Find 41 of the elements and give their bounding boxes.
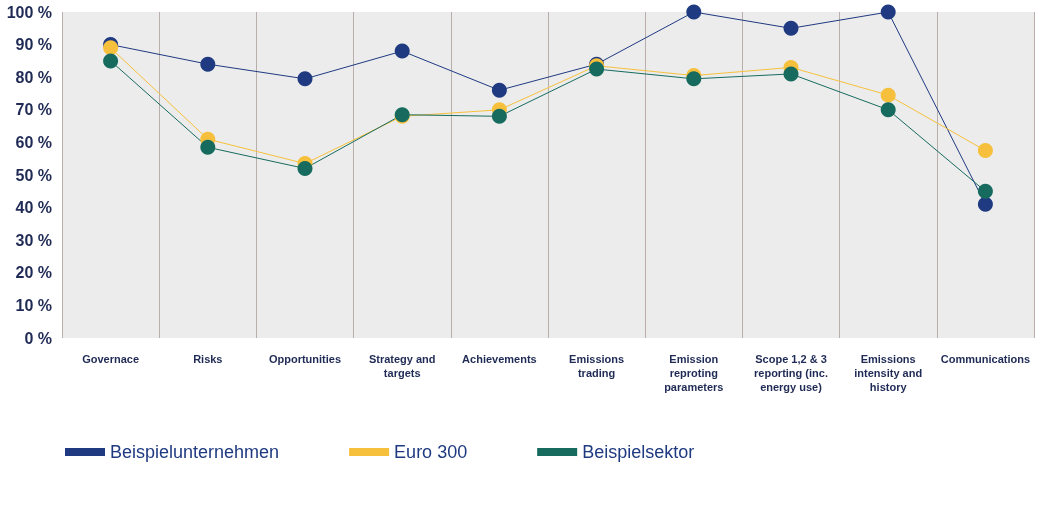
point — [977, 183, 993, 199]
x-tick-label: Scope 1,2 & 3 reporting (inc. energy use) — [754, 353, 828, 393]
point — [977, 196, 993, 212]
y-tick-label: 0 % — [24, 329, 52, 347]
x-tick-label: Emission reproting parameters — [664, 353, 724, 393]
y-tick-label: 20 % — [15, 264, 52, 282]
point — [880, 4, 896, 20]
legend-label: Euro 300 — [394, 442, 468, 462]
y-tick-label: 80 % — [15, 68, 52, 86]
point — [200, 56, 216, 72]
x-tick-label: Risks — [193, 353, 223, 365]
y-tick-label: 90 % — [15, 36, 52, 54]
point — [394, 43, 410, 59]
y-tick-label: 30 % — [15, 231, 52, 249]
point — [783, 66, 799, 82]
legend-label: Beispielsektor — [582, 442, 695, 462]
point — [491, 82, 507, 98]
point — [491, 108, 507, 124]
point — [880, 102, 896, 118]
x-tick-label: Governace — [82, 353, 140, 365]
y-tick-label: 100 % — [6, 3, 52, 21]
x-tick-label: Emissions trading — [569, 353, 625, 379]
x-tick-label: Opportunities — [268, 353, 342, 365]
point — [103, 53, 119, 69]
x-tick-label: Emissions intensity and history — [854, 353, 923, 393]
y-tick-label: 40 % — [15, 199, 52, 217]
x-tick-label: Communications — [940, 353, 1031, 365]
point — [783, 20, 799, 36]
y-tick-label: 10 % — [15, 296, 52, 314]
y-tick-label: 50 % — [15, 166, 52, 184]
point — [200, 139, 216, 155]
x-tick-label: Strategy and targets — [368, 353, 436, 379]
point — [297, 71, 313, 87]
legend-label: Beispielunternehmen — [110, 442, 280, 462]
point — [880, 87, 896, 103]
y-tick-label: 60 % — [15, 133, 52, 151]
point — [686, 4, 702, 20]
y-tick-label: 70 % — [15, 101, 52, 119]
x-tick-label: Achievements — [462, 353, 537, 365]
point — [977, 143, 993, 159]
point — [297, 160, 313, 176]
